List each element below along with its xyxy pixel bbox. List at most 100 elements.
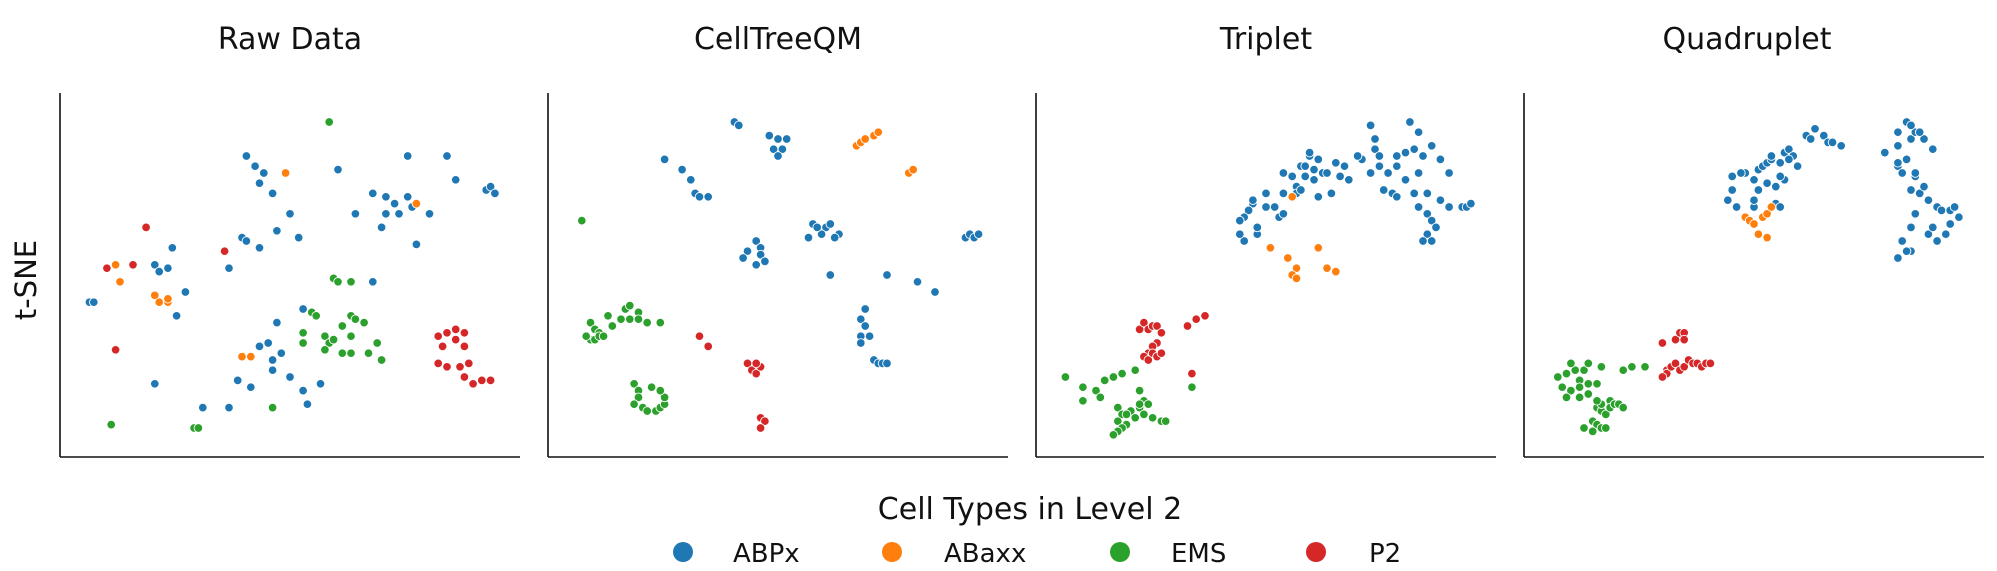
scatter-point-abaxx [1291, 273, 1302, 284]
scatter-point-ems [1117, 368, 1127, 379]
scatter-point-ems [633, 314, 644, 324]
scatter-point-abpx [1893, 158, 1903, 168]
scatter-point-abpx [764, 130, 775, 141]
scatter-point-abpx [1923, 229, 1934, 239]
scatter-point-abpx [1827, 137, 1838, 148]
scatter-point-ems [328, 334, 339, 345]
scatter-point-p2 [1143, 355, 1154, 365]
scatter-point-abpx [1413, 168, 1424, 178]
scatter-point-abpx [285, 209, 295, 219]
scatter-point-abpx [267, 355, 278, 365]
scatter-point-abpx [1392, 151, 1402, 161]
scatter-point-abaxx [1762, 232, 1772, 243]
scatter-point-ems [629, 399, 639, 409]
scatter-point-abaxx [154, 297, 164, 307]
scatter-point-ems [1060, 372, 1071, 382]
scatter-point-abpx [1309, 164, 1319, 175]
scatter-point-abpx [1413, 127, 1424, 137]
scatter-point-abpx [1300, 161, 1310, 171]
scatter-point-abpx [267, 365, 278, 375]
scatter-point-abpx [912, 277, 923, 287]
scatter-point-ems [1640, 362, 1650, 372]
scatter-point-abaxx [110, 260, 121, 270]
scatter-point-abpx [1784, 144, 1794, 154]
scatter-point-p2 [751, 368, 761, 379]
scatter-point-p2 [477, 375, 487, 386]
scatter-point-abpx [485, 181, 496, 192]
scatter-point-abpx [1287, 171, 1297, 182]
scatter-point-ems [298, 328, 308, 338]
scatter-point-ems [1108, 430, 1119, 440]
scatter-point-abpx [1923, 195, 1934, 205]
scatter-point-ems [616, 314, 626, 324]
scatter-point-abpx [1775, 158, 1785, 168]
scatter-point-abpx [882, 358, 892, 369]
scatter-point-abpx [860, 304, 870, 314]
scatter-marks [577, 117, 984, 433]
scatter-point-abpx [1727, 171, 1737, 182]
scatter-point-abpx [1949, 202, 1960, 212]
scatter-point-abaxx [246, 351, 256, 362]
scatter-point-abpx [816, 229, 827, 239]
scatter-point-abpx [1941, 229, 1951, 239]
scatter-point-abpx [1919, 181, 1929, 192]
scatter-point-abpx [1300, 171, 1310, 182]
scatter-point-abpx [1792, 161, 1803, 171]
scatter-point-abpx [1435, 195, 1446, 205]
scatter-point-abpx [773, 134, 783, 144]
scatter-point-abpx [250, 161, 260, 171]
scatter-point-abpx [882, 270, 892, 280]
scatter-point-abpx [1736, 168, 1746, 178]
scatter-point-ems [363, 348, 374, 358]
panel-celltreeqm: CellTreeQM [547, 22, 1008, 458]
scatter-point-ems [1091, 385, 1101, 396]
scatter-point-abpx [1326, 188, 1337, 199]
scatter-point-abpx [224, 263, 234, 273]
scatter-point-ems [577, 215, 587, 226]
scatter-point-abpx [241, 151, 252, 161]
scatter-point-abpx [1248, 195, 1258, 205]
scatter-point-abpx [1426, 215, 1437, 226]
scatter-point-abaxx [237, 351, 247, 362]
legend-item-p2: P2 [1306, 539, 1401, 569]
scatter-point-ems [372, 338, 382, 348]
scatter-point-abpx [293, 232, 304, 243]
scatter-point-p2 [102, 263, 112, 273]
scatter-point-abpx [1383, 168, 1393, 178]
scatter-point-ems [1561, 368, 1572, 379]
legend-marker-abaxx [882, 542, 902, 562]
scatter-point-abpx [1422, 209, 1433, 219]
scatter-point-abpx [703, 192, 713, 202]
scatter-point-ems [655, 317, 666, 328]
scatter-point-abpx [825, 219, 836, 229]
scatter-point-abpx [659, 154, 670, 165]
scatter-point-abpx [402, 151, 413, 161]
scatter-point-abpx [812, 222, 822, 233]
scatter-point-abpx [1365, 168, 1376, 178]
scatter-point-abaxx [860, 134, 870, 144]
scatter-point-p2 [459, 328, 470, 338]
scatter-point-ems [1553, 372, 1563, 382]
scatter-point-p2 [437, 341, 448, 352]
scatter-point-ems [1130, 365, 1140, 375]
scatter-point-abaxx [1331, 266, 1341, 277]
scatter-point-abpx [1836, 141, 1846, 151]
scatter-point-p2 [433, 331, 443, 341]
scatter-point-abpx [1426, 236, 1437, 246]
scatter-point-abaxx [411, 198, 422, 209]
scatter-point-abpx [424, 209, 435, 219]
scatter-point-p2 [110, 345, 121, 355]
scatter-point-ems [1143, 399, 1154, 409]
scatter-point-abpx [1278, 209, 1289, 219]
scatter-point-ems [1113, 416, 1123, 426]
panel-title: Raw Data [218, 22, 362, 57]
legend-label-p2: P2 [1369, 539, 1401, 569]
scatter-point-abpx [1936, 205, 1947, 216]
scatter-point-abpx [1431, 222, 1441, 233]
scatter-point-abaxx [1749, 219, 1759, 229]
scatter-point-ems [106, 419, 116, 430]
scatter-point-abpx [241, 236, 252, 246]
scatter-point-p2 [1200, 311, 1210, 321]
panel-quadruplet: Quadruplet [1523, 22, 1984, 458]
scatter-point-abpx [1749, 175, 1759, 185]
